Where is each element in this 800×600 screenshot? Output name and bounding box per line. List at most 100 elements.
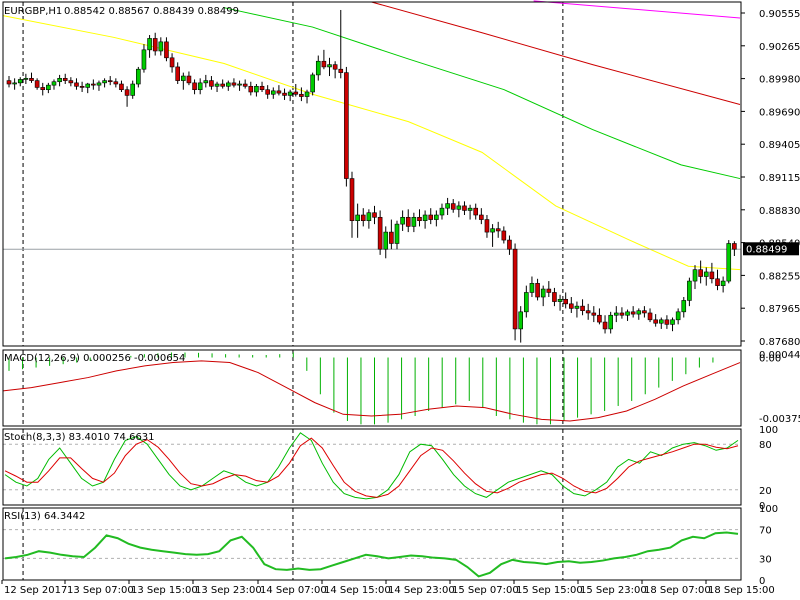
candle-bull: [46, 84, 51, 91]
time-tick-label: 18 Sep 15:00: [708, 585, 775, 596]
candle-bear: [597, 314, 602, 323]
macd-tick-label: 0.000447: [759, 350, 800, 361]
candle-bear: [192, 82, 197, 91]
time-tick-label: 14 Sep 15:00: [324, 585, 391, 596]
candle-bear: [709, 271, 715, 280]
candle-bear: [653, 319, 658, 324]
candle-bull: [158, 41, 164, 52]
stochastic-main-line: [4, 432, 739, 500]
candle-bull: [422, 214, 428, 222]
candle-bear: [473, 207, 479, 216]
candle-bear: [698, 269, 703, 277]
stochastic-tick-label: 80: [759, 440, 772, 451]
rsi-title: RSI(13) 64.3442: [4, 511, 85, 522]
candle-bull: [51, 81, 57, 86]
candle-bull: [254, 85, 259, 93]
candle-bull: [625, 311, 630, 316]
time-tick-label: 13 Sep 15:00: [131, 585, 198, 596]
candle-bear: [732, 243, 737, 250]
candle-bull: [613, 312, 619, 316]
candle-bull: [141, 49, 147, 70]
candle-bear: [62, 78, 68, 81]
candle-bear: [619, 312, 625, 316]
price-frame: [2, 1, 742, 347]
stochastic-tick-label: 100: [759, 425, 778, 436]
candle-bull: [96, 82, 102, 86]
candle-bull: [687, 280, 692, 301]
candle-bear: [715, 278, 720, 286]
candle-bear: [647, 312, 653, 321]
rsi-tick-label: 0: [759, 576, 765, 587]
candle-bull: [366, 212, 372, 222]
candle-bull: [445, 203, 450, 209]
candle-bear: [428, 214, 434, 220]
price-pane[interactable]: 0.90555 0.90265 0.89980 0.89690 0.89405 0.891…: [2, 0, 800, 348]
candle-bear: [642, 310, 647, 314]
candle-bull: [270, 90, 276, 95]
candle-bear: [535, 283, 540, 298]
candle-bull: [524, 292, 529, 313]
candle-bull: [383, 231, 389, 250]
stochastic-pane[interactable]: 100 80 20 0: [2, 425, 778, 512]
candle-bull: [287, 91, 293, 96]
candle-bear: [349, 178, 355, 222]
candle-bull: [608, 314, 613, 330]
candle-bull: [411, 216, 417, 227]
time-tick-label: 13 Sep 23:00: [195, 585, 262, 596]
candle-bull: [681, 300, 687, 313]
candle-bear: [405, 216, 411, 227]
candle-bear: [34, 80, 40, 88]
candle-bear: [377, 216, 383, 250]
candle-bull: [490, 228, 495, 233]
candle-bear: [175, 66, 180, 81]
price-tick-label: 0.90555: [759, 9, 800, 20]
candle-bear: [602, 321, 608, 330]
candle-bear: [209, 80, 214, 87]
candle-bear: [169, 57, 175, 68]
candle-bull: [658, 319, 664, 324]
candle-bull: [57, 78, 62, 83]
candle-bull: [670, 319, 675, 325]
candle-bear: [552, 292, 557, 302]
candle-bear: [417, 216, 422, 222]
candle-bear: [332, 64, 338, 70]
stochastic-title: Stoch(8,3,3) 83.4010 74.6631: [4, 432, 155, 443]
macd-title: MACD(12,26,9) 0.000256 -0.000654: [4, 353, 185, 364]
time-tick-label: 12 Sep 2017: [4, 585, 67, 596]
current-price-label: 0.88499: [746, 244, 787, 255]
candle-bull: [130, 83, 136, 96]
price-tick-label: 0.88830: [759, 206, 800, 217]
candle-bear: [563, 298, 568, 305]
time-tick-label: 14 Sep 07:00: [260, 585, 327, 596]
rsi-pane[interactable]: 100 70 30 0: [2, 504, 778, 587]
candle-bear: [360, 214, 366, 222]
candle-bear: [79, 85, 85, 88]
macd-pane[interactable]: 0.0004470.00 -0.003757: [2, 349, 800, 427]
time-tick-label: 15 Sep 23:00: [580, 585, 647, 596]
rsi-frame: [2, 507, 742, 581]
candle-bear: [479, 214, 484, 220]
candle-bull: [529, 283, 535, 293]
candle-bear: [630, 311, 636, 315]
stochastic-frame: [2, 428, 742, 506]
moving-average-line: [2, 15, 741, 271]
rsi-tick-label: 70: [759, 526, 772, 537]
candle-bear: [276, 90, 282, 94]
macd-tick-label: -0.003757: [759, 414, 800, 425]
macd-tick-label: 0.00: [759, 354, 781, 365]
price-tick-label: 0.90265: [759, 42, 800, 53]
stochastic-tick-label: 0: [759, 501, 765, 512]
candle-bear: [282, 92, 287, 96]
candle-bear: [338, 68, 344, 73]
candle-bear: [220, 83, 225, 87]
moving-average-line: [371, 1, 741, 105]
price-tick-label: 0.89980: [759, 75, 800, 86]
candle-bull: [181, 75, 186, 81]
time-tick-label: 13 Sep 07:00: [67, 585, 134, 596]
candle-bear: [6, 80, 12, 85]
candle-bull: [540, 288, 546, 298]
candle-bull: [720, 280, 726, 286]
candle-bear: [546, 288, 552, 293]
